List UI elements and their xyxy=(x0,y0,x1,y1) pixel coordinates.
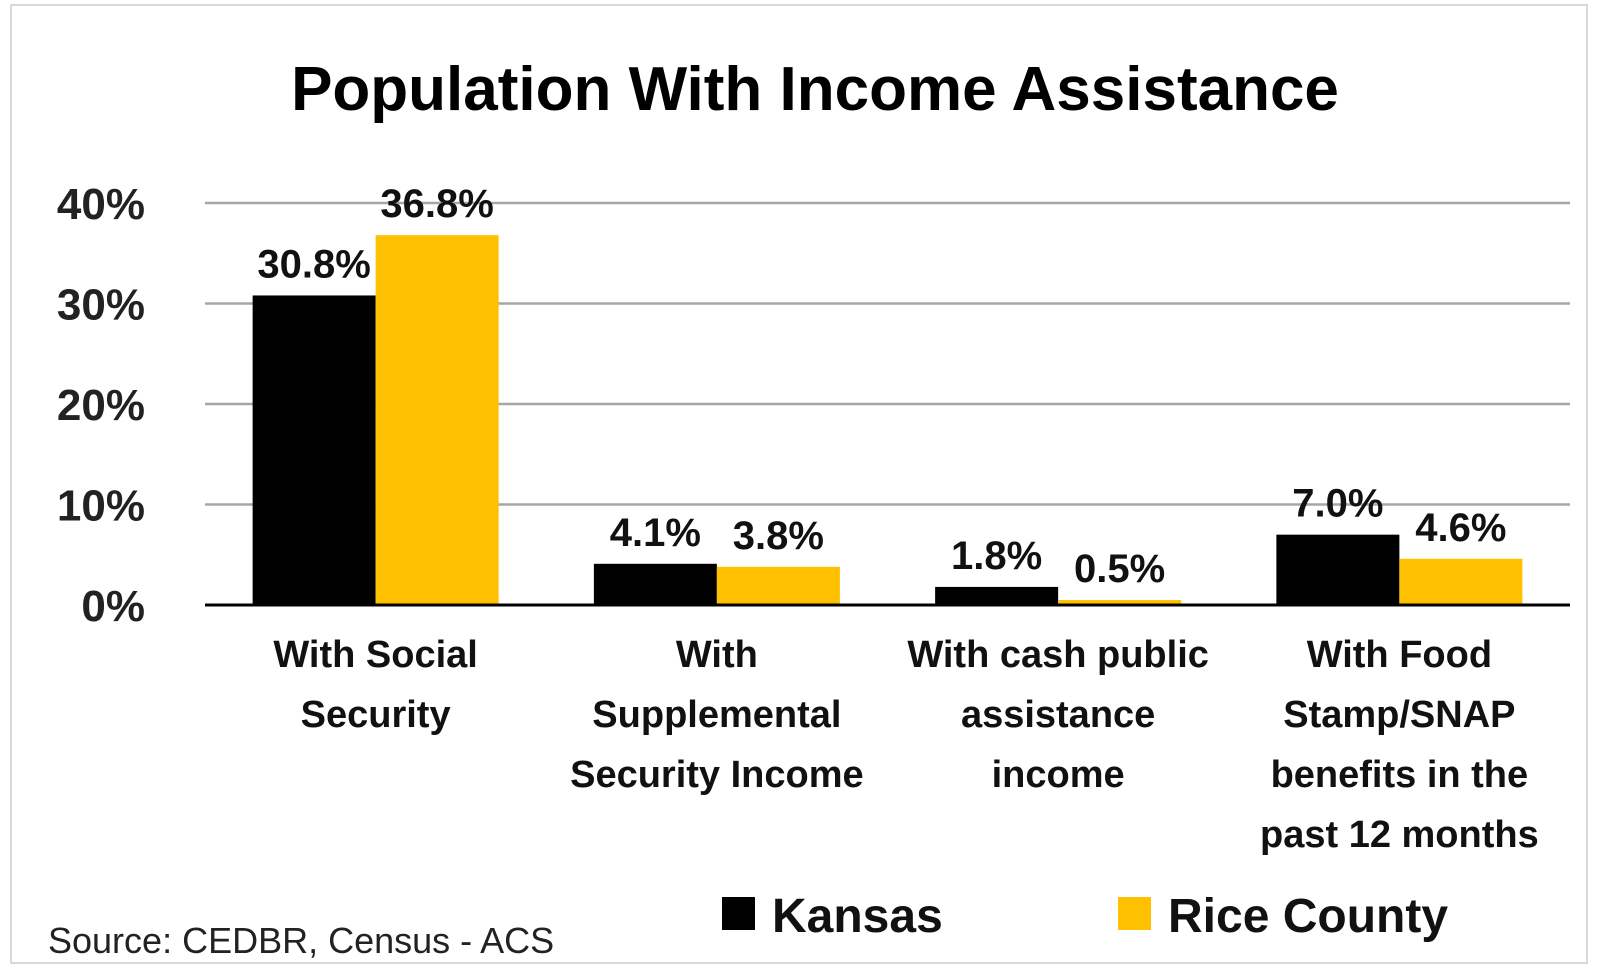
bar-kansas-3 xyxy=(1276,534,1400,605)
bar-rice-county-0 xyxy=(375,235,499,605)
data-label: 4.1% xyxy=(610,511,701,555)
y-tick-label: 10% xyxy=(57,482,145,531)
legend-swatch-rice-county xyxy=(1118,897,1151,930)
bar-rice-county-3 xyxy=(1399,558,1523,605)
y-tick-label: 0% xyxy=(81,582,145,631)
x-category-label: income xyxy=(992,754,1125,796)
x-category-label: assistance xyxy=(961,694,1155,736)
legend-label-kansas: Kansas xyxy=(772,890,943,943)
bars xyxy=(252,235,1523,605)
legend-label-rice-county: Rice County xyxy=(1168,890,1448,943)
x-category-label: With cash public xyxy=(907,634,1209,676)
data-label: 1.8% xyxy=(951,534,1042,578)
x-category-label: past 12 months xyxy=(1260,814,1539,856)
bar-kansas-0 xyxy=(252,295,376,605)
data-label: 30.8% xyxy=(257,242,370,286)
bar-kansas-2 xyxy=(935,586,1059,605)
y-tick-label: 30% xyxy=(57,281,145,330)
x-category-label: With xyxy=(676,634,758,676)
bar-kansas-1 xyxy=(593,563,717,605)
x-axis-categories: With Social Security With Supplemental Secur… xyxy=(273,634,1538,856)
legend: Kansas Rice County xyxy=(722,890,1448,943)
bar-rice-county-2 xyxy=(1058,599,1182,605)
x-category-label: Security Income xyxy=(570,754,864,796)
data-label: 3.8% xyxy=(733,514,824,558)
x-category-label: With Social xyxy=(273,634,477,676)
data-labels: 30.8% 4.1% 1.8% 7.0% 36.8% 3.8% 0.5% 4.6% xyxy=(257,182,1506,591)
x-category-label: Stamp/SNAP xyxy=(1283,694,1515,736)
bar-rice-county-1 xyxy=(716,566,840,605)
legend-swatch-kansas xyxy=(722,897,755,930)
data-label: 36.8% xyxy=(380,182,493,226)
y-tick-label: 20% xyxy=(57,381,145,430)
data-label: 7.0% xyxy=(1292,482,1383,526)
y-tick-label: 40% xyxy=(57,180,145,229)
x-category-label: Security xyxy=(301,694,451,736)
y-axis-ticks: 0% 10% 20% 30% 40% xyxy=(57,180,145,631)
source-note: Source: CEDBR, Census - ACS xyxy=(48,920,554,961)
x-category-label: Supplemental xyxy=(592,694,841,736)
data-label: 4.6% xyxy=(1415,506,1506,550)
x-category-label: benefits in the xyxy=(1271,754,1529,796)
x-category-label: With Food xyxy=(1307,634,1492,676)
chart-title: Population With Income Assistance xyxy=(291,55,1339,124)
data-label: 0.5% xyxy=(1074,547,1165,591)
